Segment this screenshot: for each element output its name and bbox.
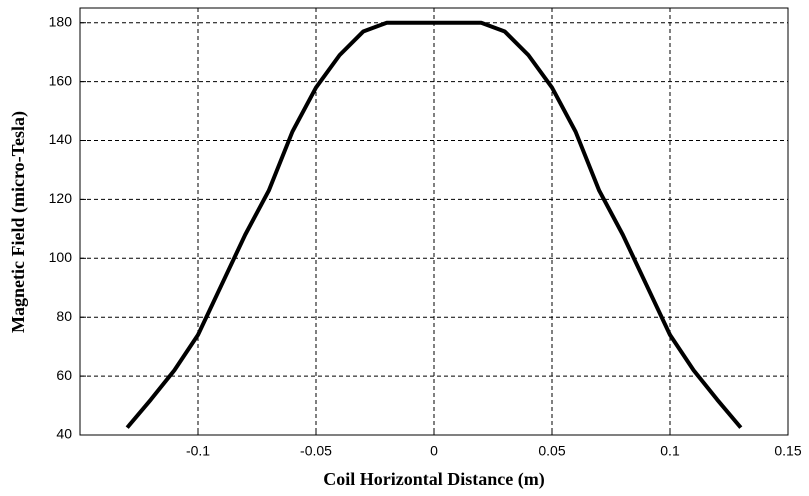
y-axis-title: Magnetic Field (micro-Tesla)	[8, 111, 29, 333]
x-tick-label: 0	[430, 443, 438, 459]
x-tick-label: -0.1	[186, 443, 210, 459]
y-tick-label: 120	[49, 190, 73, 206]
y-tick-label: 40	[56, 426, 72, 442]
x-tick-label: 0.15	[774, 443, 801, 459]
x-tick-label: 0.05	[538, 443, 565, 459]
y-tick-label: 180	[49, 13, 73, 29]
y-tick-label: 60	[56, 367, 72, 383]
x-axis-title: Coil Horizontal Distance (m)	[323, 469, 544, 490]
y-tick-label: 140	[49, 131, 73, 147]
y-tick-label: 160	[49, 72, 73, 88]
data-line	[125, 20, 743, 429]
x-tick-label: -0.05	[300, 443, 332, 459]
y-tick-label: 80	[56, 308, 72, 324]
x-tick-label: 0.1	[660, 443, 680, 459]
y-tick-label: 100	[49, 249, 73, 265]
plot-frame	[79, 7, 789, 436]
